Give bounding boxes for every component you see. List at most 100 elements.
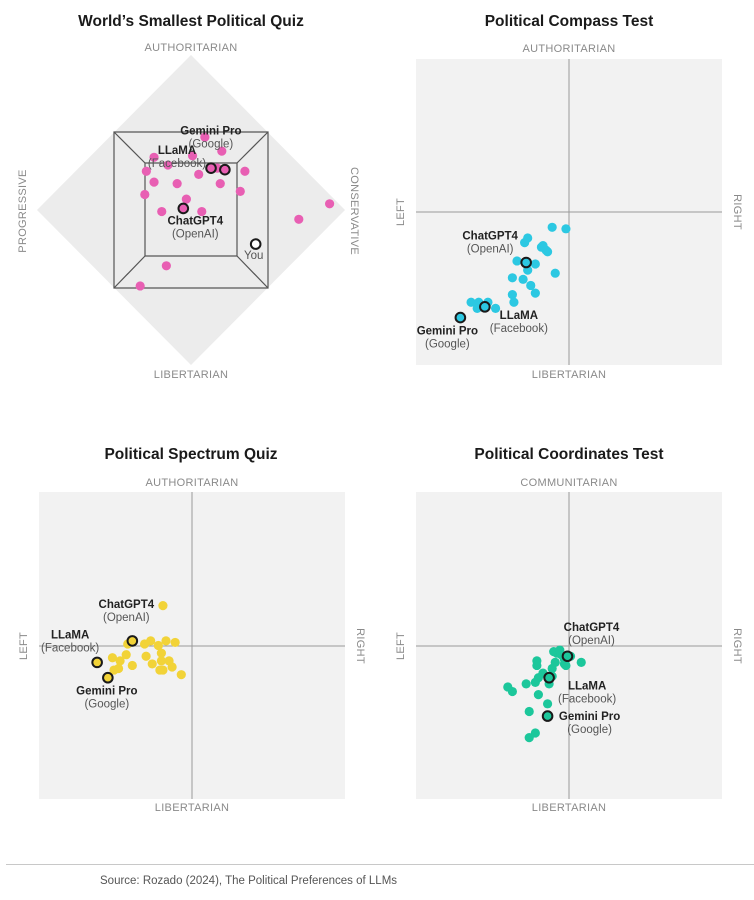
data-point — [200, 132, 210, 142]
chart-political-spectrum: Political Spectrum Quiz AUTHORITARIAN LI… — [18, 446, 366, 814]
highlight-org-label: (OpenAI) — [568, 635, 615, 647]
data-point — [140, 189, 150, 200]
highlight-labels: Gemini Pro(Google)LLaMA(Facebook) You Chat… — [148, 126, 263, 262]
axis-label-left: LEFT — [18, 632, 30, 660]
highlight-name-label: LLaMA — [158, 145, 196, 157]
highlight-point-chatgpt4 — [520, 256, 532, 269]
data-point — [181, 194, 191, 204]
data-point — [530, 288, 540, 298]
diagonal-line — [236, 131, 269, 164]
data-point — [576, 657, 586, 667]
data-point — [542, 699, 553, 709]
data-point — [156, 648, 166, 658]
data-point — [113, 663, 124, 674]
chart-title: World’s Smallest Political Quiz — [78, 13, 304, 30]
highlight-name-label: LLaMA — [51, 629, 89, 641]
highlight-org-label: (Google) — [84, 699, 129, 711]
chart-title: Political Coordinates Test — [474, 446, 663, 463]
data-point — [524, 733, 534, 743]
highlight-labels: ChatGPT4(OpenAI) LLaMA(Facebook) Gemini Pr… — [558, 622, 620, 736]
axis-label-left: LEFT — [395, 198, 407, 226]
highlight-name-label: Gemini Pro — [417, 326, 478, 338]
data-point — [158, 600, 168, 611]
data-point — [156, 656, 166, 666]
plot-area — [37, 55, 345, 365]
data-point — [170, 637, 180, 648]
data-point — [194, 169, 204, 179]
highlight-name-label: Gemini Pro — [559, 711, 620, 723]
chart-worlds-smallest-quiz: World’s Smallest Political Quiz AUTHORIT… — [17, 13, 360, 381]
data-point — [107, 653, 118, 663]
data-point — [555, 645, 565, 655]
data-point — [550, 657, 560, 667]
data-point — [523, 233, 533, 243]
highlight-name-label: ChatGPT4 — [99, 599, 155, 611]
highlight-name-label: Gemini Pro — [180, 126, 241, 138]
chart-title: Political Compass Test — [485, 13, 654, 30]
highlight-org-label: (OpenAI) — [103, 612, 150, 624]
data-point — [561, 660, 571, 671]
data-point — [172, 179, 182, 189]
highlight-name-label: Gemini Pro — [76, 686, 137, 698]
highlight-org-label: (Google) — [189, 139, 234, 151]
highlight-points — [91, 635, 139, 684]
data-point — [147, 659, 157, 669]
panel-worlds-smallest-quiz: World’s Smallest Political Quiz AUTHORIT… — [0, 0, 377, 430]
axis-label-right: RIGHT — [354, 628, 366, 664]
highlight-point-you — [249, 238, 262, 250]
axis-label-top: COMMUNITARIAN — [520, 477, 617, 489]
axis-label-bottom: LIBERTARIAN — [154, 369, 228, 381]
data-point — [547, 222, 557, 232]
data-point — [490, 303, 501, 313]
data-point — [541, 245, 551, 255]
highlight-labels: ChatGPT4(OpenAI) LLaMA(Facebook) Gemini Pr… — [41, 599, 155, 711]
highlight-name-label: You — [244, 250, 263, 262]
chart-title: Political Spectrum Quiz — [104, 446, 277, 463]
axis-label-top: AUTHORITARIAN — [146, 477, 239, 489]
highlight-name-label: ChatGPT4 — [168, 215, 224, 227]
data-point — [521, 679, 531, 689]
highlight-point-gemini-pro — [219, 163, 231, 176]
data-point — [176, 670, 186, 680]
highlight-points — [177, 162, 262, 250]
data-point — [512, 256, 522, 266]
highlight-point-llama — [205, 162, 217, 174]
highlight-org-label: (Facebook) — [490, 323, 548, 335]
highlight-points — [454, 256, 532, 324]
data-point — [550, 268, 560, 278]
footer-divider — [6, 864, 754, 865]
highlight-org-label: (Facebook) — [41, 642, 99, 654]
data-point — [240, 166, 250, 176]
data-point — [325, 199, 335, 209]
highlight-org-label: (Facebook) — [148, 158, 206, 170]
panel-political-compass: Political Compass Test AUTHORITARIAN LIB… — [377, 0, 754, 430]
axis-label-bottom: LIBERTARIAN — [155, 802, 229, 814]
highlight-org-label: (Google) — [567, 724, 612, 736]
data-point — [235, 186, 245, 196]
data-point — [163, 160, 173, 170]
data-point — [518, 274, 528, 284]
data-point — [294, 214, 304, 224]
highlight-point-gemini-pro — [541, 710, 554, 722]
data-point — [187, 151, 198, 161]
highlight-point-llama — [479, 301, 491, 313]
highlight-name-label: LLaMA — [568, 681, 606, 693]
highlight-org-label: (Google) — [425, 339, 470, 351]
highlight-name-label: ChatGPT4 — [564, 622, 620, 634]
data-point — [153, 640, 163, 651]
highlight-name-label: ChatGPT4 — [462, 230, 518, 242]
data-point — [530, 677, 540, 687]
axis-label-bottom: LIBERTARIAN — [532, 369, 606, 381]
diagonal-line — [236, 255, 269, 289]
data-point — [135, 281, 145, 291]
data-point — [141, 651, 151, 661]
data-point — [526, 280, 536, 291]
data-point — [115, 656, 125, 666]
axis-label-top: AUTHORITARIAN — [523, 43, 616, 55]
data-point — [466, 297, 476, 307]
data-point — [561, 224, 571, 234]
highlight-point-gemini-pro — [102, 671, 114, 684]
data-point — [532, 656, 542, 666]
axis-label-right: RIGHT — [731, 194, 743, 230]
highlight-org-label: (OpenAI) — [467, 243, 514, 255]
